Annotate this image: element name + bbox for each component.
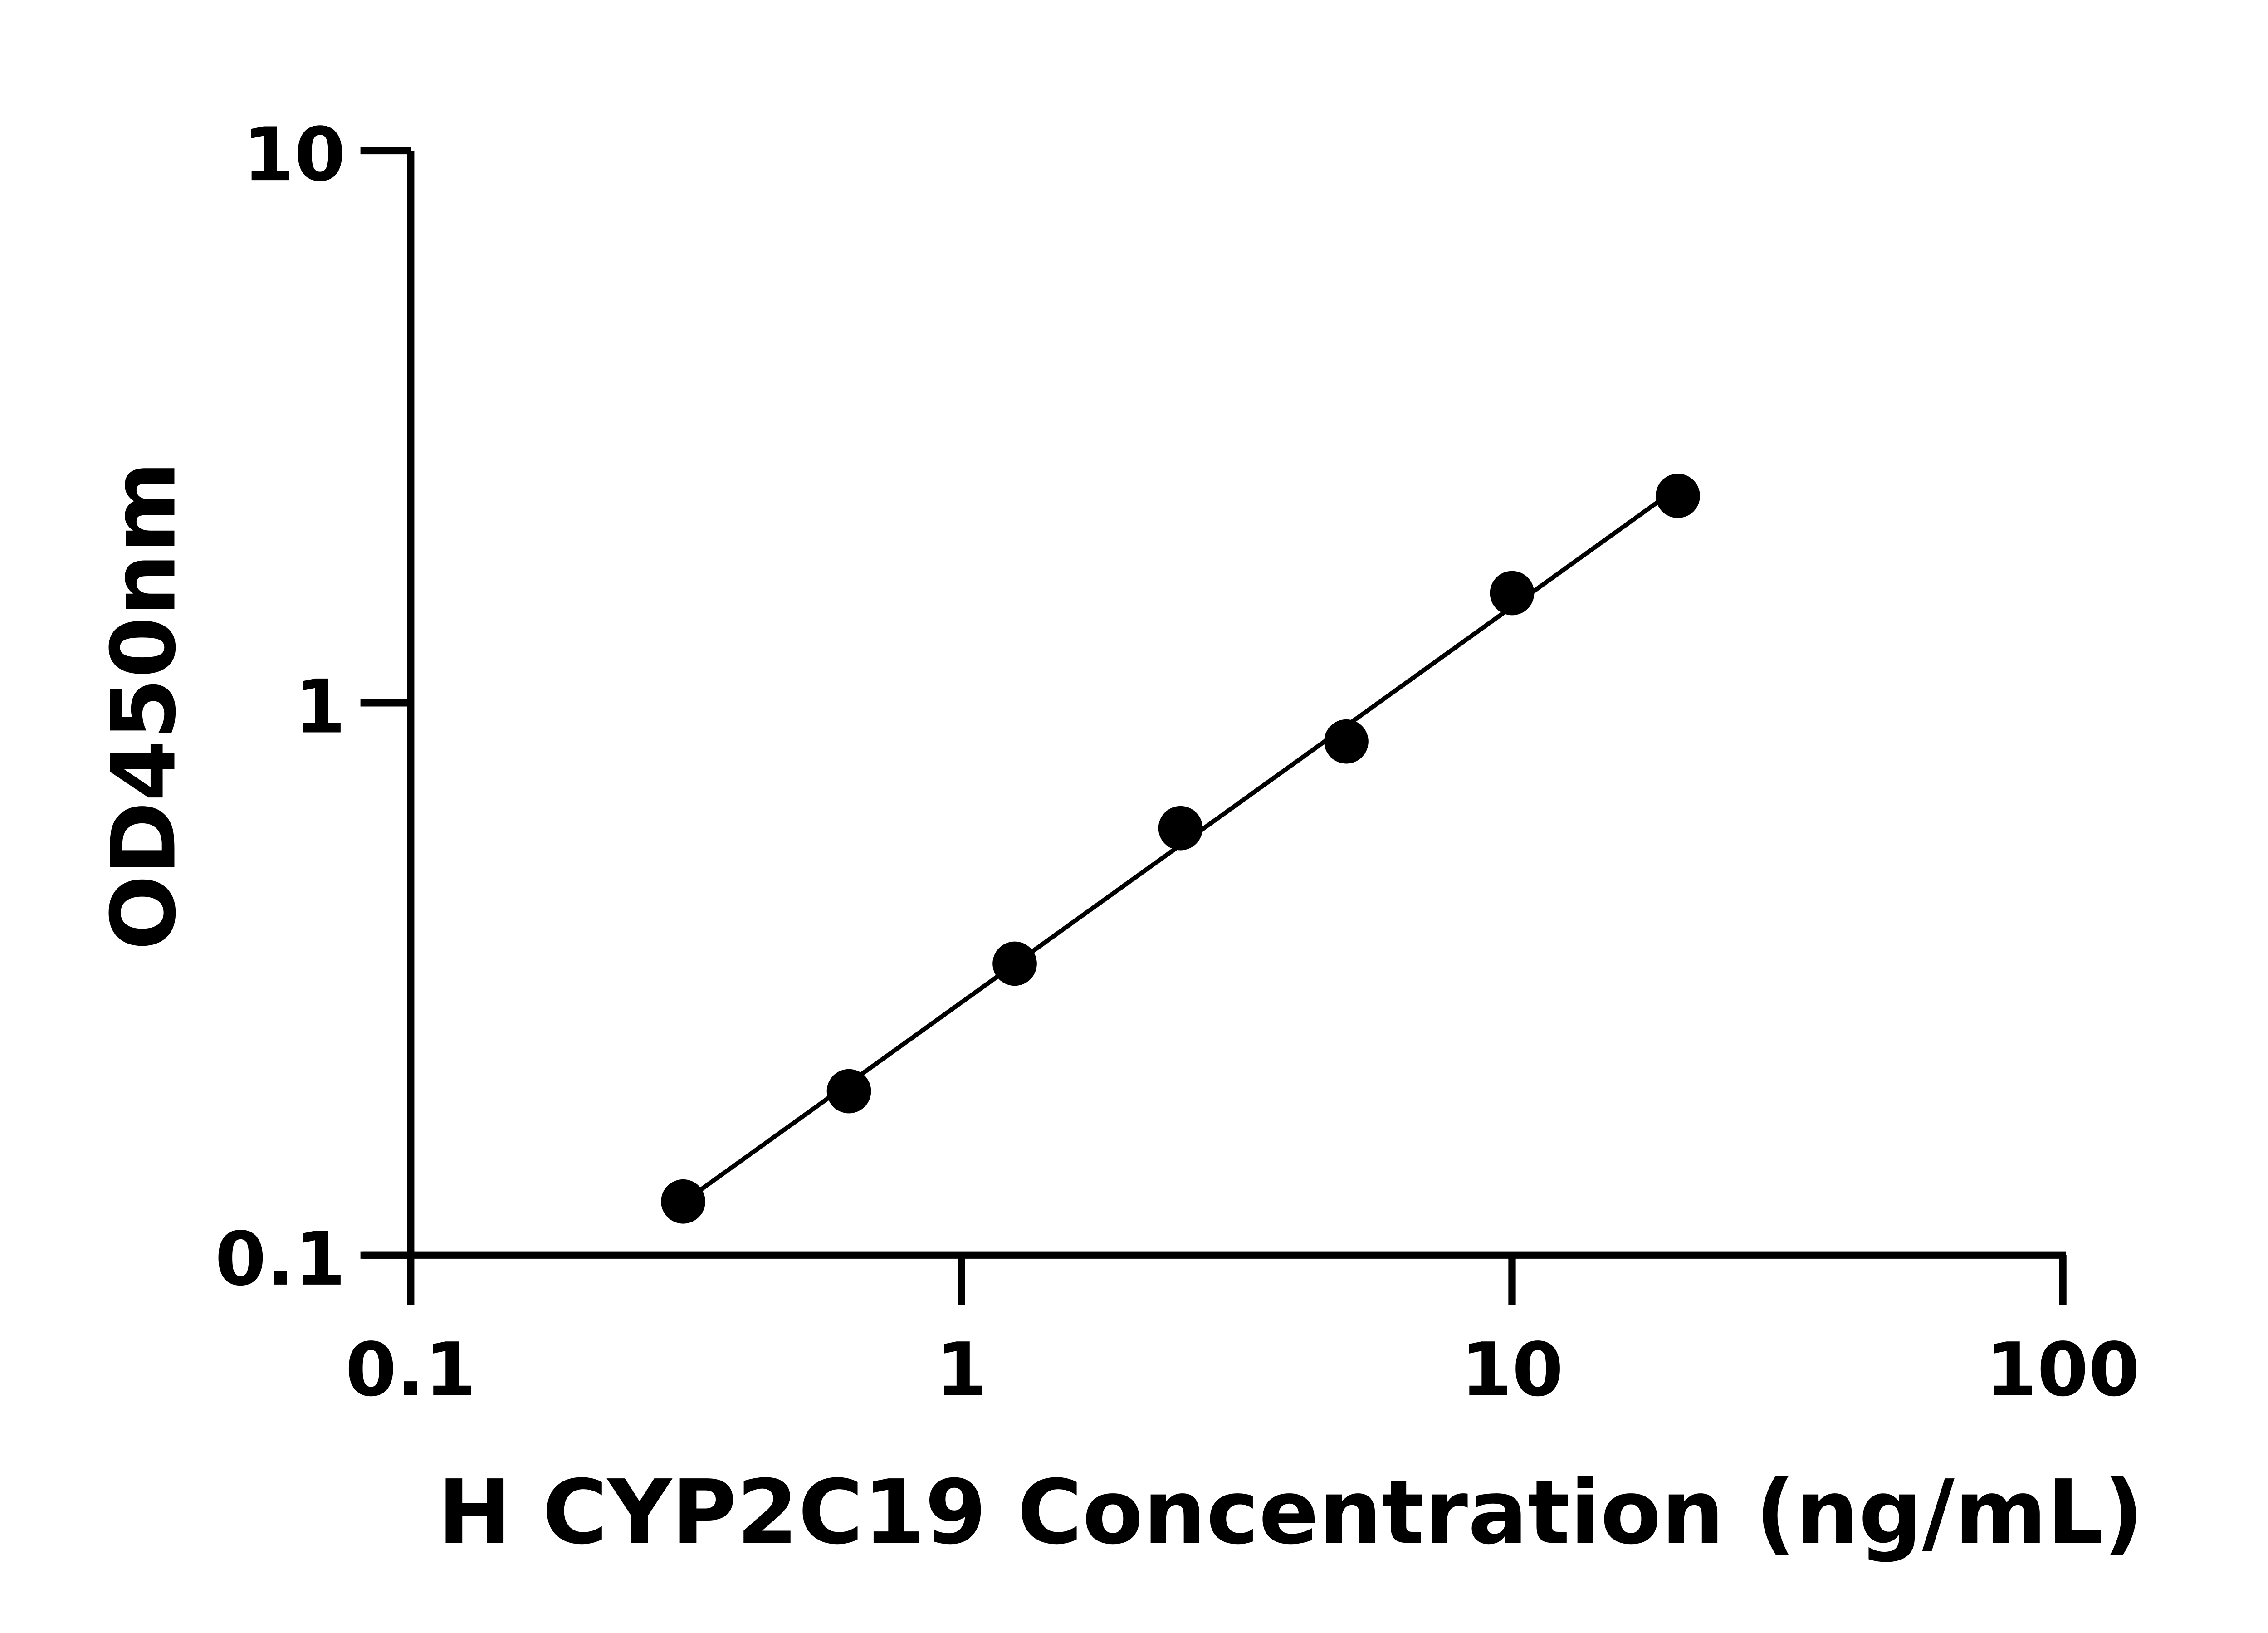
y-tick-label: 10 <box>243 112 346 198</box>
y-tick-label: 1 <box>294 664 346 750</box>
data-point <box>1324 719 1369 764</box>
data-point <box>992 941 1037 986</box>
x-tick-label: 0.1 <box>345 1327 476 1413</box>
y-tick-label: 0.1 <box>215 1217 346 1302</box>
x-tick-label: 1 <box>936 1327 987 1413</box>
x-tick-label: 100 <box>1986 1327 2140 1413</box>
data-point <box>1158 806 1203 851</box>
data-point <box>1490 571 1535 616</box>
data-point <box>661 1179 705 1224</box>
x-tick-label: 10 <box>1461 1327 1563 1413</box>
y-axis-label: OD450nm <box>93 461 196 950</box>
data-point <box>1656 474 1700 518</box>
data-point <box>826 1069 871 1114</box>
axes <box>363 151 2066 1259</box>
x-axis-label: H CYP2C19 Concentration (ng/mL) <box>438 1461 2144 1564</box>
